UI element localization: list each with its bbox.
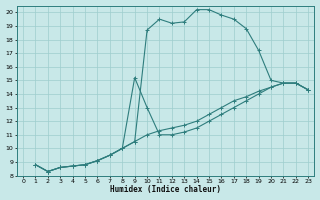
- X-axis label: Humidex (Indice chaleur): Humidex (Indice chaleur): [110, 185, 221, 194]
